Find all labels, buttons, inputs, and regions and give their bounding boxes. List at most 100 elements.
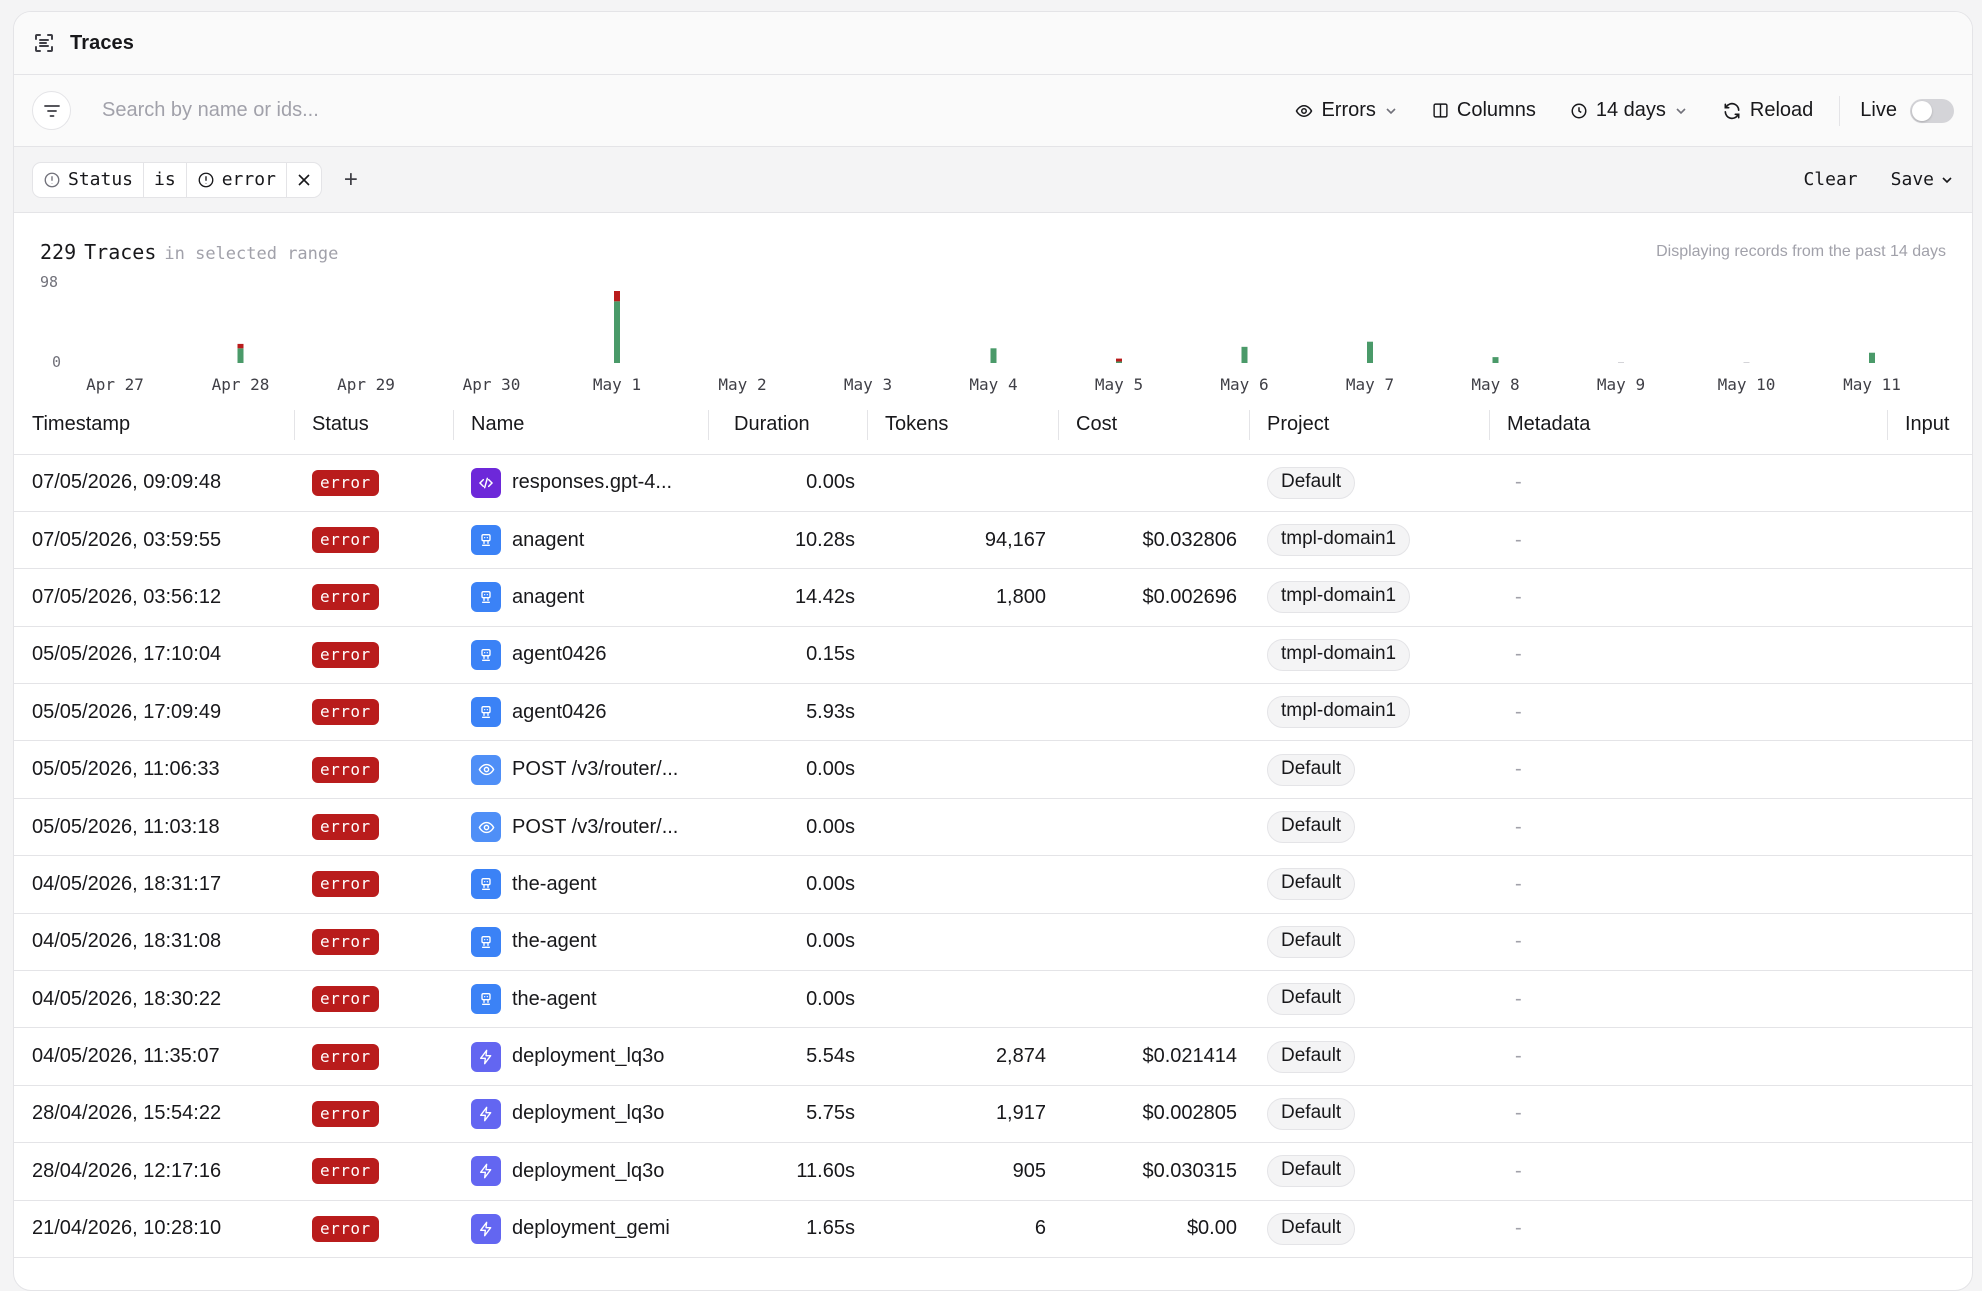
metadata-cell: - (1489, 568, 1887, 627)
trace-name[interactable]: POST /v3/router/... (512, 758, 679, 781)
status-badge: error (312, 1158, 379, 1185)
tokens: 1,800 (995, 585, 1046, 608)
name-cell: the-agent (453, 855, 708, 914)
column-header-tokens[interactable]: Tokens (867, 396, 1058, 455)
trace-name[interactable]: the-agent (512, 872, 597, 895)
filter-chip-status[interactable]: Status is error (32, 161, 322, 198)
table-row[interactable]: 28/04/2026, 15:54:22 error deployment_lq3o… (14, 1085, 1972, 1144)
column-header-project[interactable]: Project (1249, 396, 1489, 455)
table-row[interactable]: 04/05/2026, 18:31:17 error the-agent 0.00s D… (14, 855, 1972, 914)
name-cell: deployment_gemi (453, 1200, 708, 1258)
filter-operator[interactable]: is (144, 162, 187, 197)
status-badge: error (312, 699, 379, 726)
timestamp-cell: 04/05/2026, 18:31:08 (14, 913, 294, 972)
trace-name[interactable]: the-agent (512, 930, 597, 953)
column-header-metadata[interactable]: Metadata (1489, 396, 1887, 455)
column-resize-handle[interactable] (453, 410, 454, 440)
column-resize-handle[interactable] (1887, 410, 1888, 440)
project-cell: Default (1249, 798, 1489, 857)
column-resize-handle[interactable] (1489, 410, 1490, 440)
column-header-status[interactable]: Status (294, 396, 453, 455)
trace-name[interactable]: anagent (512, 528, 585, 551)
trace-name[interactable]: agent0426 (512, 643, 607, 666)
table-row[interactable]: 04/05/2026, 18:31:08 error the-agent 0.00s D… (14, 913, 1972, 972)
input-cell (1887, 511, 1972, 570)
trace-name[interactable]: anagent (512, 585, 585, 608)
trace-name[interactable]: deployment_lq3o (512, 1102, 665, 1125)
bolt-icon (471, 1156, 501, 1187)
trace-name[interactable]: the-agent (512, 987, 597, 1010)
trace-name[interactable]: agent0426 (512, 700, 607, 723)
histogram-bar (1367, 341, 1373, 363)
columns-button[interactable]: Columns (1432, 99, 1536, 122)
trace-name[interactable]: deployment_lq3o (512, 1159, 665, 1182)
time-range-dropdown[interactable]: 14 days (1570, 99, 1688, 122)
table-row[interactable]: 07/05/2026, 03:59:55 error anagent 10.28s 94… (14, 511, 1972, 570)
column-header-label: Status (312, 413, 369, 436)
duration: 5.75s (806, 1102, 855, 1125)
column-header-duration[interactable]: Duration (708, 396, 867, 455)
traces-summary: 229 Traces in selected range Displaying … (14, 213, 1972, 396)
table-row[interactable]: 04/05/2026, 18:30:22 error the-agent 0.00s D… (14, 970, 1972, 1029)
chevron-down-icon (1386, 107, 1396, 114)
trace-name[interactable]: POST /v3/router/... (512, 815, 679, 838)
table-row[interactable]: 05/05/2026, 17:10:04 error agent0426 0.15s t… (14, 626, 1972, 685)
table-row[interactable]: 07/05/2026, 09:09:48 error responses.gpt-4… (14, 454, 1972, 512)
input-cell (1887, 626, 1972, 685)
add-filter-button[interactable]: + (343, 165, 358, 193)
search-input[interactable] (102, 99, 1262, 122)
metadata-value: - (1515, 1159, 1522, 1182)
agent-icon (471, 582, 501, 613)
save-filter-button[interactable]: Save (1891, 169, 1954, 190)
timestamp-cell: 05/05/2026, 11:03:18 (14, 798, 294, 857)
columns-label: Columns (1456, 99, 1536, 121)
agent-icon (471, 525, 501, 556)
reload-button[interactable]: Reload (1722, 99, 1813, 122)
column-header-timestamp[interactable]: Timestamp (14, 396, 294, 455)
histogram-bar (1869, 352, 1875, 363)
status-cell: error (294, 511, 453, 570)
metadata-value: - (1515, 1217, 1522, 1240)
table-row[interactable]: 28/04/2026, 12:17:16 error deployment_lq3o… (14, 1142, 1972, 1201)
column-resize-handle[interactable] (867, 410, 868, 440)
errors-dropdown[interactable]: Errors (1295, 99, 1397, 122)
timestamp: 05/05/2026, 17:10:04 (32, 643, 222, 666)
time-range-label: 14 days (1595, 99, 1666, 121)
status-badge: error (312, 986, 379, 1013)
cost-cell (1058, 626, 1249, 685)
traces-panel: Traces Errors Columns 14 days (13, 11, 1973, 1291)
column-header-cost[interactable]: Cost (1058, 396, 1249, 455)
table-row[interactable]: 05/05/2026, 17:09:49 error agent0426 5.93s t… (14, 683, 1972, 742)
metadata-value: - (1515, 471, 1522, 494)
duration-cell: 0.00s (708, 798, 867, 857)
histogram-bar (237, 343, 244, 349)
filter-value[interactable]: error (187, 162, 287, 197)
table-row[interactable]: 04/05/2026, 11:35:07 error deployment_lq3o… (14, 1027, 1972, 1086)
project-badge: Default (1267, 466, 1356, 499)
table-row[interactable]: 05/05/2026, 11:03:18 error POST /v3/router… (14, 798, 1972, 857)
x-tick-label: Apr 28 (212, 375, 270, 394)
table-row[interactable]: 07/05/2026, 03:56:12 error anagent 14.42s 1,… (14, 568, 1972, 627)
alert-circle-icon (44, 172, 60, 187)
column-resize-handle[interactable] (1249, 410, 1250, 440)
status-badge: error (312, 1215, 379, 1242)
table-row[interactable]: 21/04/2026, 10:28:10 error deployment_gemi… (14, 1200, 1972, 1258)
metadata-cell: - (1489, 855, 1887, 914)
clear-filters-button[interactable]: Clear (1803, 169, 1858, 190)
table-row[interactable]: 05/05/2026, 11:06:33 error POST /v3/router… (14, 740, 1972, 799)
trace-name[interactable]: deployment_gemi (512, 1217, 670, 1240)
duration-cell: 5.93s (708, 683, 867, 742)
column-resize-handle[interactable] (1058, 410, 1059, 440)
filter-button[interactable] (32, 91, 71, 130)
live-toggle[interactable] (1910, 98, 1954, 123)
column-resize-handle[interactable] (294, 410, 295, 440)
metadata-cell: - (1489, 1027, 1887, 1086)
timestamp: 04/05/2026, 18:31:17 (32, 872, 222, 895)
column-header-name[interactable]: Name (453, 396, 708, 455)
trace-name[interactable]: deployment_lq3o (512, 1045, 665, 1068)
trace-name[interactable]: responses.gpt-4... (512, 471, 673, 494)
remove-filter-button[interactable] (287, 163, 321, 197)
column-resize-handle[interactable] (708, 410, 709, 440)
filter-field[interactable]: Status (33, 162, 145, 197)
column-header-input[interactable]: Input (1887, 396, 1972, 455)
